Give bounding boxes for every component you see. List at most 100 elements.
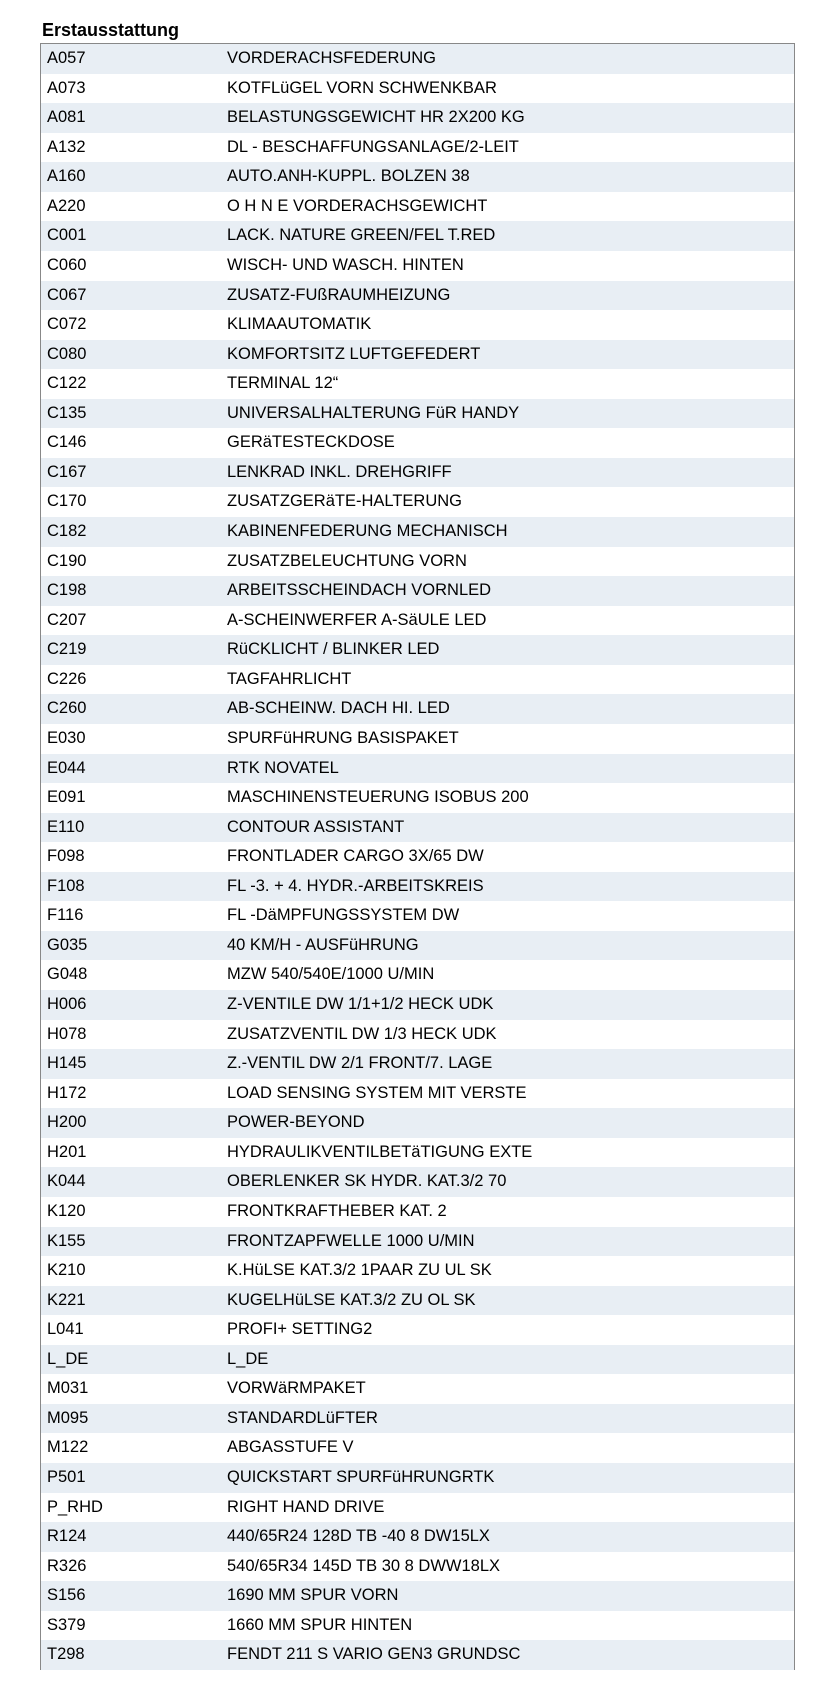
equipment-description: ARBEITSSCHEINDACH VORNLED [221,576,794,606]
equipment-description: KLIMAAUTOMATIK [221,310,794,340]
equipment-description: DL - BESCHAFFUNGSANLAGE/2-LEIT [221,133,794,163]
equipment-description: QUICKSTART SPURFüHRUNGRTK [221,1463,794,1493]
equipment-code: C226 [41,665,221,695]
table-row: E044RTK NOVATEL [41,754,794,784]
table-row: P501QUICKSTART SPURFüHRUNGRTK [41,1463,794,1493]
table-row: H172LOAD SENSING SYSTEM MIT VERSTE [41,1079,794,1109]
table-row: A081BELASTUNGSGEWICHT HR 2X200 KG [41,103,794,133]
table-row: G03540 KM/H - AUSFüHRUNG [41,931,794,961]
equipment-code: C219 [41,635,221,665]
equipment-code: M122 [41,1433,221,1463]
equipment-code: A057 [41,44,221,74]
equipment-code: C170 [41,487,221,517]
equipment-code: G048 [41,960,221,990]
equipment-description: MASCHINENSTEUERUNG ISOBUS 200 [221,783,794,813]
equipment-description: TAGFAHRLICHT [221,665,794,695]
section-title: Erstausstattung [40,20,795,41]
equipment-code: C207 [41,606,221,636]
equipment-description: LENKRAD INKL. DREHGRIFF [221,458,794,488]
table-row: H006Z-VENTILE DW 1/1+1/2 HECK UDK [41,990,794,1020]
equipment-description: FENDT 211 S VARIO GEN3 GRUNDSC [221,1640,794,1670]
equipment-code: A160 [41,162,221,192]
table-row: C146GERäTESTECKDOSE [41,428,794,458]
table-row: K210K.HüLSE KAT.3/2 1PAAR ZU UL SK [41,1256,794,1286]
equipment-code: K155 [41,1227,221,1257]
equipment-code: E030 [41,724,221,754]
table-row: H078ZUSATZVENTIL DW 1/3 HECK UDK [41,1020,794,1050]
equipment-description: FL -3. + 4. HYDR.-ARBEITSKREIS [221,872,794,902]
equipment-description: ZUSATZGERäTE-HALTERUNG [221,487,794,517]
equipment-code: C001 [41,221,221,251]
equipment-code: E091 [41,783,221,813]
equipment-description: KUGELHüLSE KAT.3/2 ZU OL SK [221,1286,794,1316]
equipment-code: S156 [41,1581,221,1611]
table-row: R124440/65R24 128D TB -40 8 DW15LX [41,1522,794,1552]
equipment-code: K120 [41,1197,221,1227]
equipment-description: RüCKLICHT / BLINKER LED [221,635,794,665]
equipment-description: VORWäRMPAKET [221,1374,794,1404]
equipment-description: GERäTESTECKDOSE [221,428,794,458]
equipment-description: HYDRAULIKVENTILBETäTIGUNG EXTE [221,1138,794,1168]
equipment-description: RIGHT HAND DRIVE [221,1493,794,1523]
equipment-description: TERMINAL 12“ [221,369,794,399]
table-row: K155FRONTZAPFWELLE 1000 U/MIN [41,1227,794,1257]
table-row: A220O H N E VORDERACHSGEWICHT [41,192,794,222]
table-row: F098FRONTLADER CARGO 3X/65 DW [41,842,794,872]
equipment-description: Z.-VENTIL DW 2/1 FRONT/7. LAGE [221,1049,794,1079]
table-row: A132DL - BESCHAFFUNGSANLAGE/2-LEIT [41,133,794,163]
equipment-code: A132 [41,133,221,163]
equipment-description: 540/65R34 145D TB 30 8 DWW18LX [221,1552,794,1582]
equipment-description: MZW 540/540E/1000 U/MIN [221,960,794,990]
equipment-code: C060 [41,251,221,281]
equipment-code: F108 [41,872,221,902]
table-row: C122TERMINAL 12“ [41,369,794,399]
equipment-code: C198 [41,576,221,606]
equipment-code: C122 [41,369,221,399]
equipment-code: A220 [41,192,221,222]
equipment-code: L_DE [41,1345,221,1375]
equipment-code: C072 [41,310,221,340]
equipment-description: 40 KM/H - AUSFüHRUNG [221,931,794,961]
table-row: S3791660 MM SPUR HINTEN [41,1611,794,1641]
equipment-description: SPURFüHRUNG BASISPAKET [221,724,794,754]
table-row: K221KUGELHüLSE KAT.3/2 ZU OL SK [41,1286,794,1316]
table-row: M122ABGASSTUFE V [41,1433,794,1463]
equipment-description: 440/65R24 128D TB -40 8 DW15LX [221,1522,794,1552]
equipment-code: A081 [41,103,221,133]
equipment-description: WISCH- UND WASCH. HINTEN [221,251,794,281]
table-row: L_DEL_DE [41,1345,794,1375]
equipment-code: E110 [41,813,221,843]
equipment-description: L_DE [221,1345,794,1375]
table-row: K120FRONTKRAFTHEBER KAT. 2 [41,1197,794,1227]
equipment-description: ZUSATZVENTIL DW 1/3 HECK UDK [221,1020,794,1050]
table-row: R326540/65R34 145D TB 30 8 DWW18LX [41,1552,794,1582]
table-row: C072KLIMAAUTOMATIK [41,310,794,340]
table-row: C260AB-SCHEINW. DACH HI. LED [41,694,794,724]
equipment-description: Z-VENTILE DW 1/1+1/2 HECK UDK [221,990,794,1020]
table-row: C060WISCH- UND WASCH. HINTEN [41,251,794,281]
equipment-description: O H N E VORDERACHSGEWICHT [221,192,794,222]
equipment-code: C182 [41,517,221,547]
equipment-code: F116 [41,901,221,931]
table-row: E030SPURFüHRUNG BASISPAKET [41,724,794,754]
equipment-description: FRONTLADER CARGO 3X/65 DW [221,842,794,872]
equipment-code: C067 [41,281,221,311]
equipment-code: H172 [41,1079,221,1109]
table-row: C182KABINENFEDERUNG MECHANISCH [41,517,794,547]
equipment-code: C190 [41,547,221,577]
table-row: C080KOMFORTSITZ LUFTGEFEDERT [41,340,794,370]
equipment-description: ZUSATZBELEUCHTUNG VORN [221,547,794,577]
equipment-description: PROFI+ SETTING2 [221,1315,794,1345]
equipment-description: OBERLENKER SK HYDR. KAT.3/2 70 [221,1167,794,1197]
table-row: F116FL -DäMPFUNGSSYSTEM DW [41,901,794,931]
equipment-code: H006 [41,990,221,1020]
table-row: C170ZUSATZGERäTE-HALTERUNG [41,487,794,517]
equipment-description: CONTOUR ASSISTANT [221,813,794,843]
table-row: M095STANDARDLüFTER [41,1404,794,1434]
equipment-code: P501 [41,1463,221,1493]
table-row: C135UNIVERSALHALTERUNG FüR HANDY [41,399,794,429]
table-row: H201HYDRAULIKVENTILBETäTIGUNG EXTE [41,1138,794,1168]
equipment-code: H145 [41,1049,221,1079]
equipment-code: H078 [41,1020,221,1050]
equipment-code: K044 [41,1167,221,1197]
